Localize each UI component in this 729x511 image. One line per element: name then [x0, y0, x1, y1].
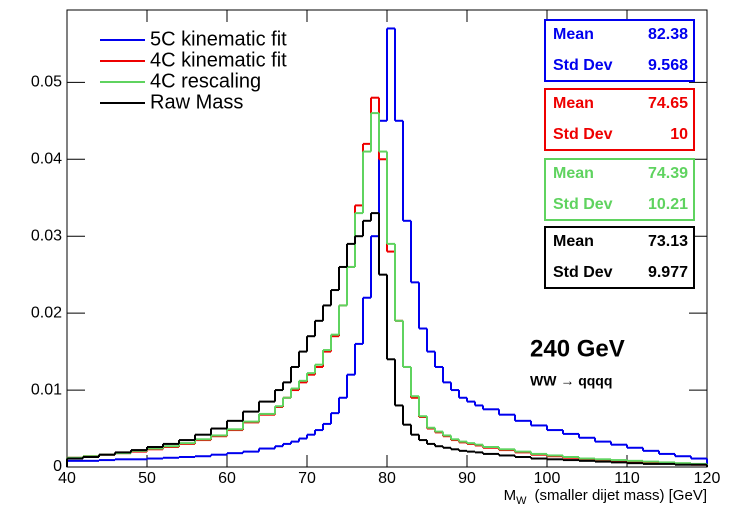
- annotation: WW → qqqq: [530, 373, 612, 389]
- stats-value: 74.39: [648, 165, 688, 182]
- stats-box: [544, 19, 695, 82]
- stats-label: Std Dev: [553, 57, 613, 74]
- legend-label: Raw Mass: [150, 91, 243, 113]
- x-tick-label: 50: [138, 470, 156, 487]
- stats-box: [544, 88, 695, 151]
- x-tick-label: 110: [614, 470, 640, 487]
- stats-label: Std Dev: [553, 126, 613, 143]
- x-label-symbol: M: [504, 487, 517, 504]
- y-tick-label: 0.05: [31, 74, 62, 91]
- x-tick-label: 60: [218, 470, 236, 487]
- x-tick-label: 100: [534, 470, 561, 487]
- stats-value: 9.977: [648, 264, 688, 281]
- x-tick-label: 40: [58, 470, 76, 487]
- stats-label: Mean: [553, 233, 594, 250]
- stats-value: 73.13: [648, 233, 688, 250]
- stats-label: Mean: [553, 95, 594, 112]
- stats-box: [544, 158, 695, 221]
- annotation: 240 GeV: [530, 335, 625, 362]
- x-label-subscript: W: [516, 495, 527, 507]
- x-label-text: (smaller dijet mass) [GeV]: [534, 487, 707, 504]
- x-tick-label: 70: [298, 470, 316, 487]
- legend-label: 4C rescaling: [150, 70, 261, 92]
- y-tick-label: 0.04: [31, 150, 62, 167]
- stats-value: 10: [670, 126, 688, 143]
- legend-label: 5C kinematic fit: [150, 28, 287, 50]
- stats-label: Mean: [553, 26, 594, 43]
- stats-value: 74.65: [648, 95, 688, 112]
- y-tick-label: 0: [53, 458, 62, 475]
- stats-label: Mean: [553, 165, 594, 182]
- stats-value: 82.38: [648, 26, 688, 43]
- x-tick-label: 90: [458, 470, 476, 487]
- y-tick-label: 0.02: [31, 304, 62, 321]
- y-tick-label: 0.01: [31, 381, 62, 398]
- stats-label: Std Dev: [553, 196, 613, 213]
- x-tick-label: 80: [378, 470, 396, 487]
- y-tick-label: 0.03: [31, 227, 62, 244]
- stats-value: 9.568: [648, 57, 688, 74]
- stats-box: [544, 226, 695, 289]
- x-axis-label: MW (smaller dijet mass) [GeV]: [504, 487, 707, 507]
- stats-label: Std Dev: [553, 264, 613, 281]
- histogram-series: [66, 212, 708, 467]
- legend-label: 4C kinematic fit: [150, 49, 287, 71]
- x-tick-label: 120: [694, 470, 721, 487]
- stats-value: 10.21: [648, 196, 688, 213]
